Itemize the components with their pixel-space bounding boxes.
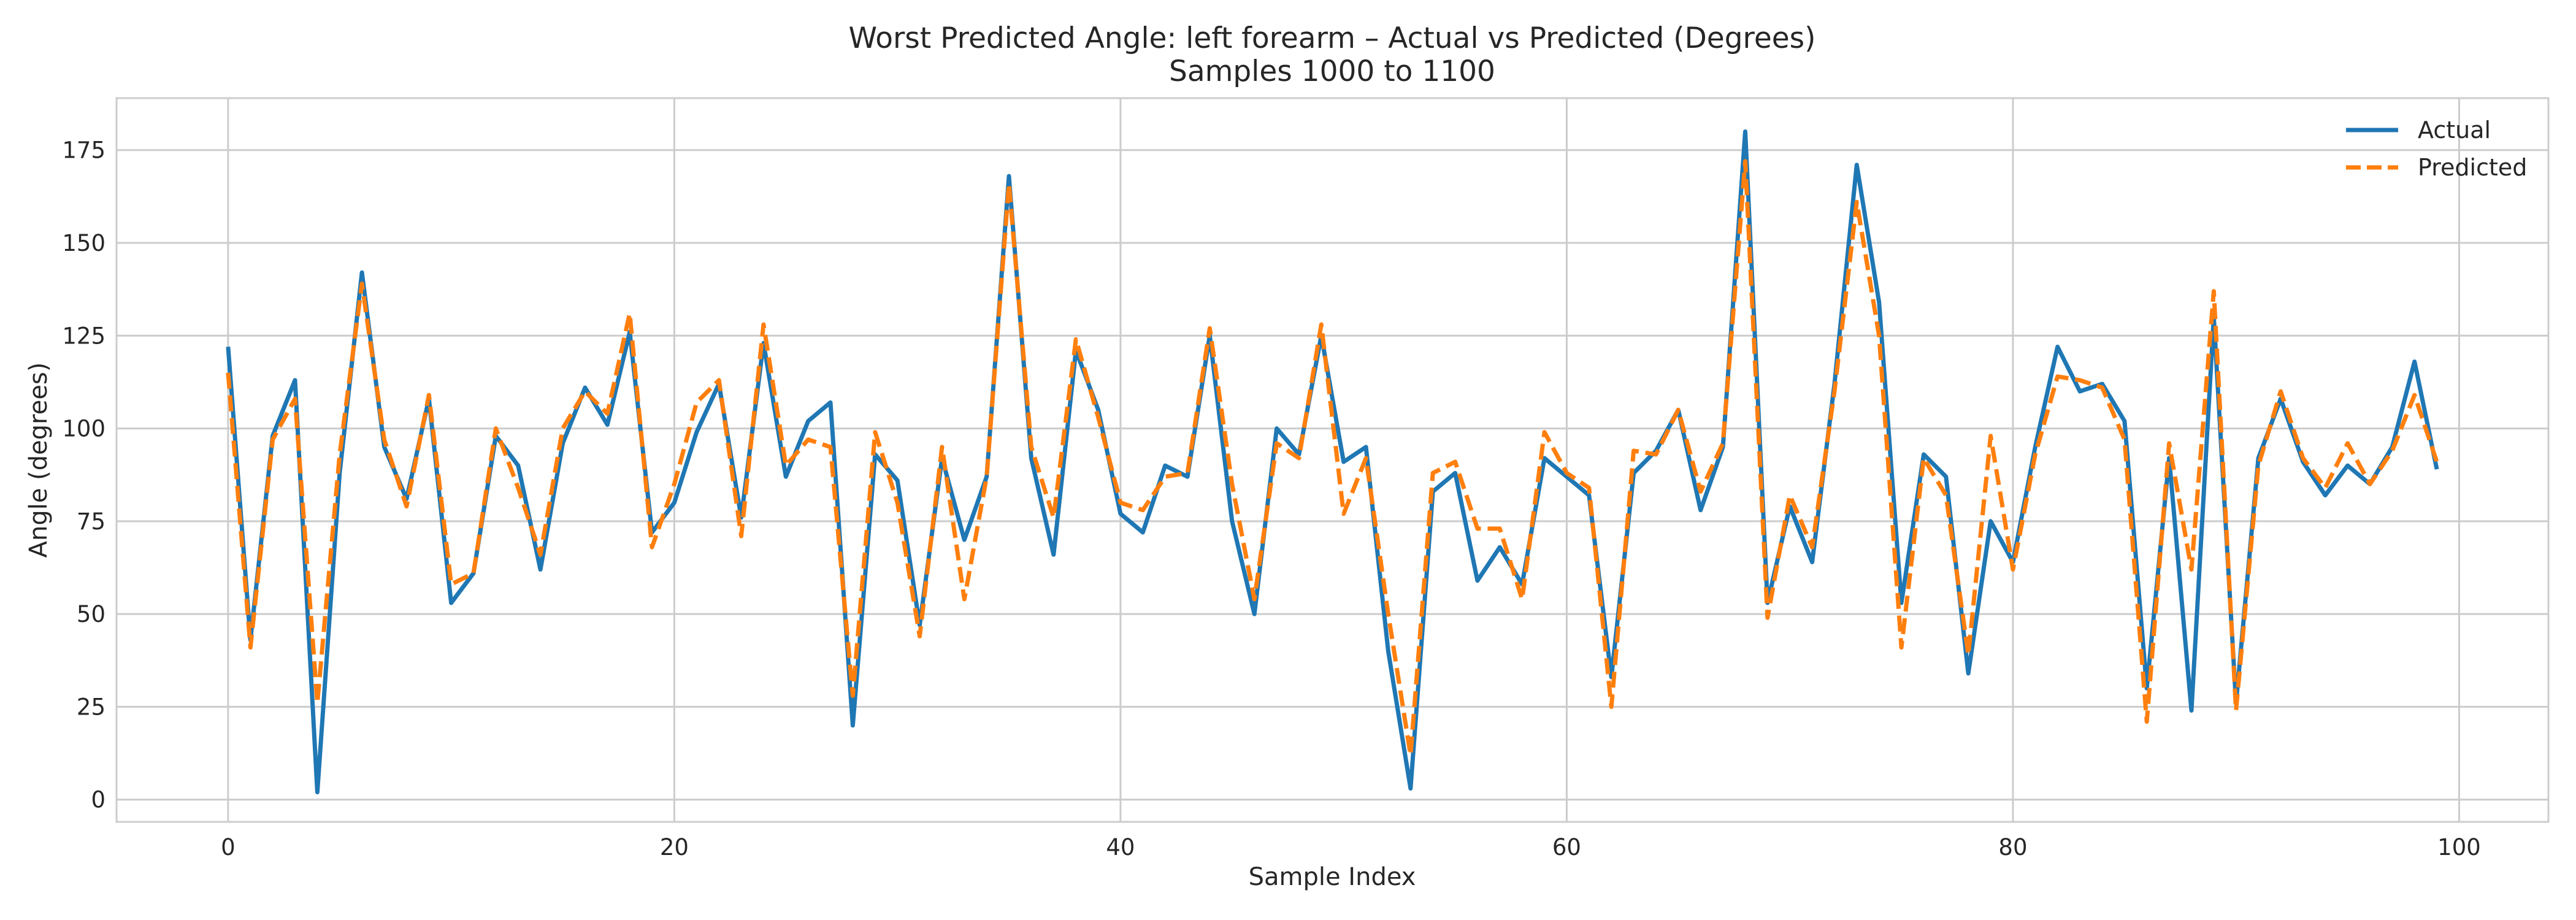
y-tick-label-0: 0 bbox=[91, 787, 105, 813]
chart-subtitle: Samples 1000 to 1100 bbox=[1169, 55, 1495, 88]
chart-title: Worst Predicted Angle: left forearm – Ac… bbox=[848, 21, 1815, 55]
y-tick-label-75: 75 bbox=[77, 508, 105, 535]
x-tick-label-60: 60 bbox=[1552, 834, 1581, 861]
y-tick-label-100: 100 bbox=[62, 416, 105, 442]
plot-area-frame bbox=[115, 97, 2550, 823]
y-axis-label: Angle (degrees) bbox=[25, 362, 53, 558]
series-layer bbox=[226, 129, 2439, 795]
x-axis-ticks: 0 20 40 60 80 100 bbox=[221, 834, 2481, 861]
y-axis-ticks: 0 25 50 75 100 125 150 175 bbox=[62, 137, 105, 813]
y-tick-label-175: 175 bbox=[62, 137, 105, 164]
legend-label-predicted: Predicted bbox=[2418, 154, 2527, 181]
y-tick-label-50: 50 bbox=[77, 601, 105, 627]
x-tick-label-20: 20 bbox=[660, 834, 689, 861]
x-tick-label-100: 100 bbox=[2437, 834, 2481, 861]
y-tick-label-25: 25 bbox=[77, 694, 105, 720]
legend-label-actual: Actual bbox=[2418, 117, 2491, 144]
x-tick-label-40: 40 bbox=[1106, 834, 1135, 861]
horizontal-gridlines bbox=[117, 149, 2548, 801]
y-tick-label-150: 150 bbox=[62, 230, 105, 256]
chart-legend: Actual Predicted bbox=[2346, 117, 2527, 181]
x-axis-label: Sample Index bbox=[1249, 863, 1416, 891]
x-tick-label-0: 0 bbox=[221, 834, 236, 861]
series-line-actual bbox=[226, 129, 2439, 795]
x-tick-label-80: 80 bbox=[1998, 834, 2027, 861]
vertical-gridlines bbox=[227, 98, 2460, 822]
y-tick-label-125: 125 bbox=[62, 323, 105, 349]
series-line-predicted bbox=[226, 159, 2439, 757]
